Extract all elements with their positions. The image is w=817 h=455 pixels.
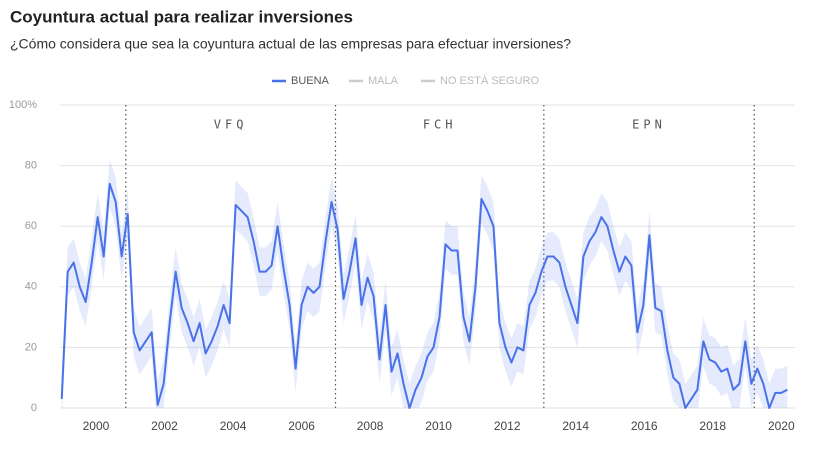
x-tick-label: 2000 (83, 419, 110, 433)
chart-title: Coyuntura actual para realizar inversion… (10, 7, 353, 26)
period-label: FCH (423, 118, 457, 132)
y-tick-label: 80 (25, 160, 37, 172)
x-tick-label: 2006 (288, 419, 315, 433)
y-tick-label: 100% (9, 99, 37, 111)
x-tick-label: 2004 (220, 419, 247, 433)
x-tick-label: 2014 (562, 419, 589, 433)
line (60, 182, 788, 409)
chart-subtitle: ¿Cómo considera que sea la coyuntura act… (10, 36, 571, 52)
x-tick-label: 2016 (631, 419, 658, 433)
x-tick-label: 2020 (768, 419, 795, 433)
legend-label: NO ESTÁ SEGURO (440, 74, 539, 87)
x-tick-label: 2008 (357, 419, 384, 433)
y-tick-label: 40 (25, 281, 37, 293)
period-label: VFQ (214, 118, 248, 132)
confidence-band (61, 159, 788, 408)
y-tick-label: 0 (31, 402, 37, 414)
legend-label: BUENA (291, 75, 330, 87)
x-tick-label: 2002 (151, 419, 178, 433)
y-tick-label: 20 (25, 341, 37, 353)
legend-label: MALA (368, 75, 399, 87)
x-tick-label: 2010 (425, 419, 452, 433)
x-tick-label: 2012 (494, 419, 521, 433)
period-label: EPN (632, 118, 666, 132)
y-tick-label: 60 (25, 220, 37, 232)
x-tick-label: 2018 (699, 419, 726, 433)
